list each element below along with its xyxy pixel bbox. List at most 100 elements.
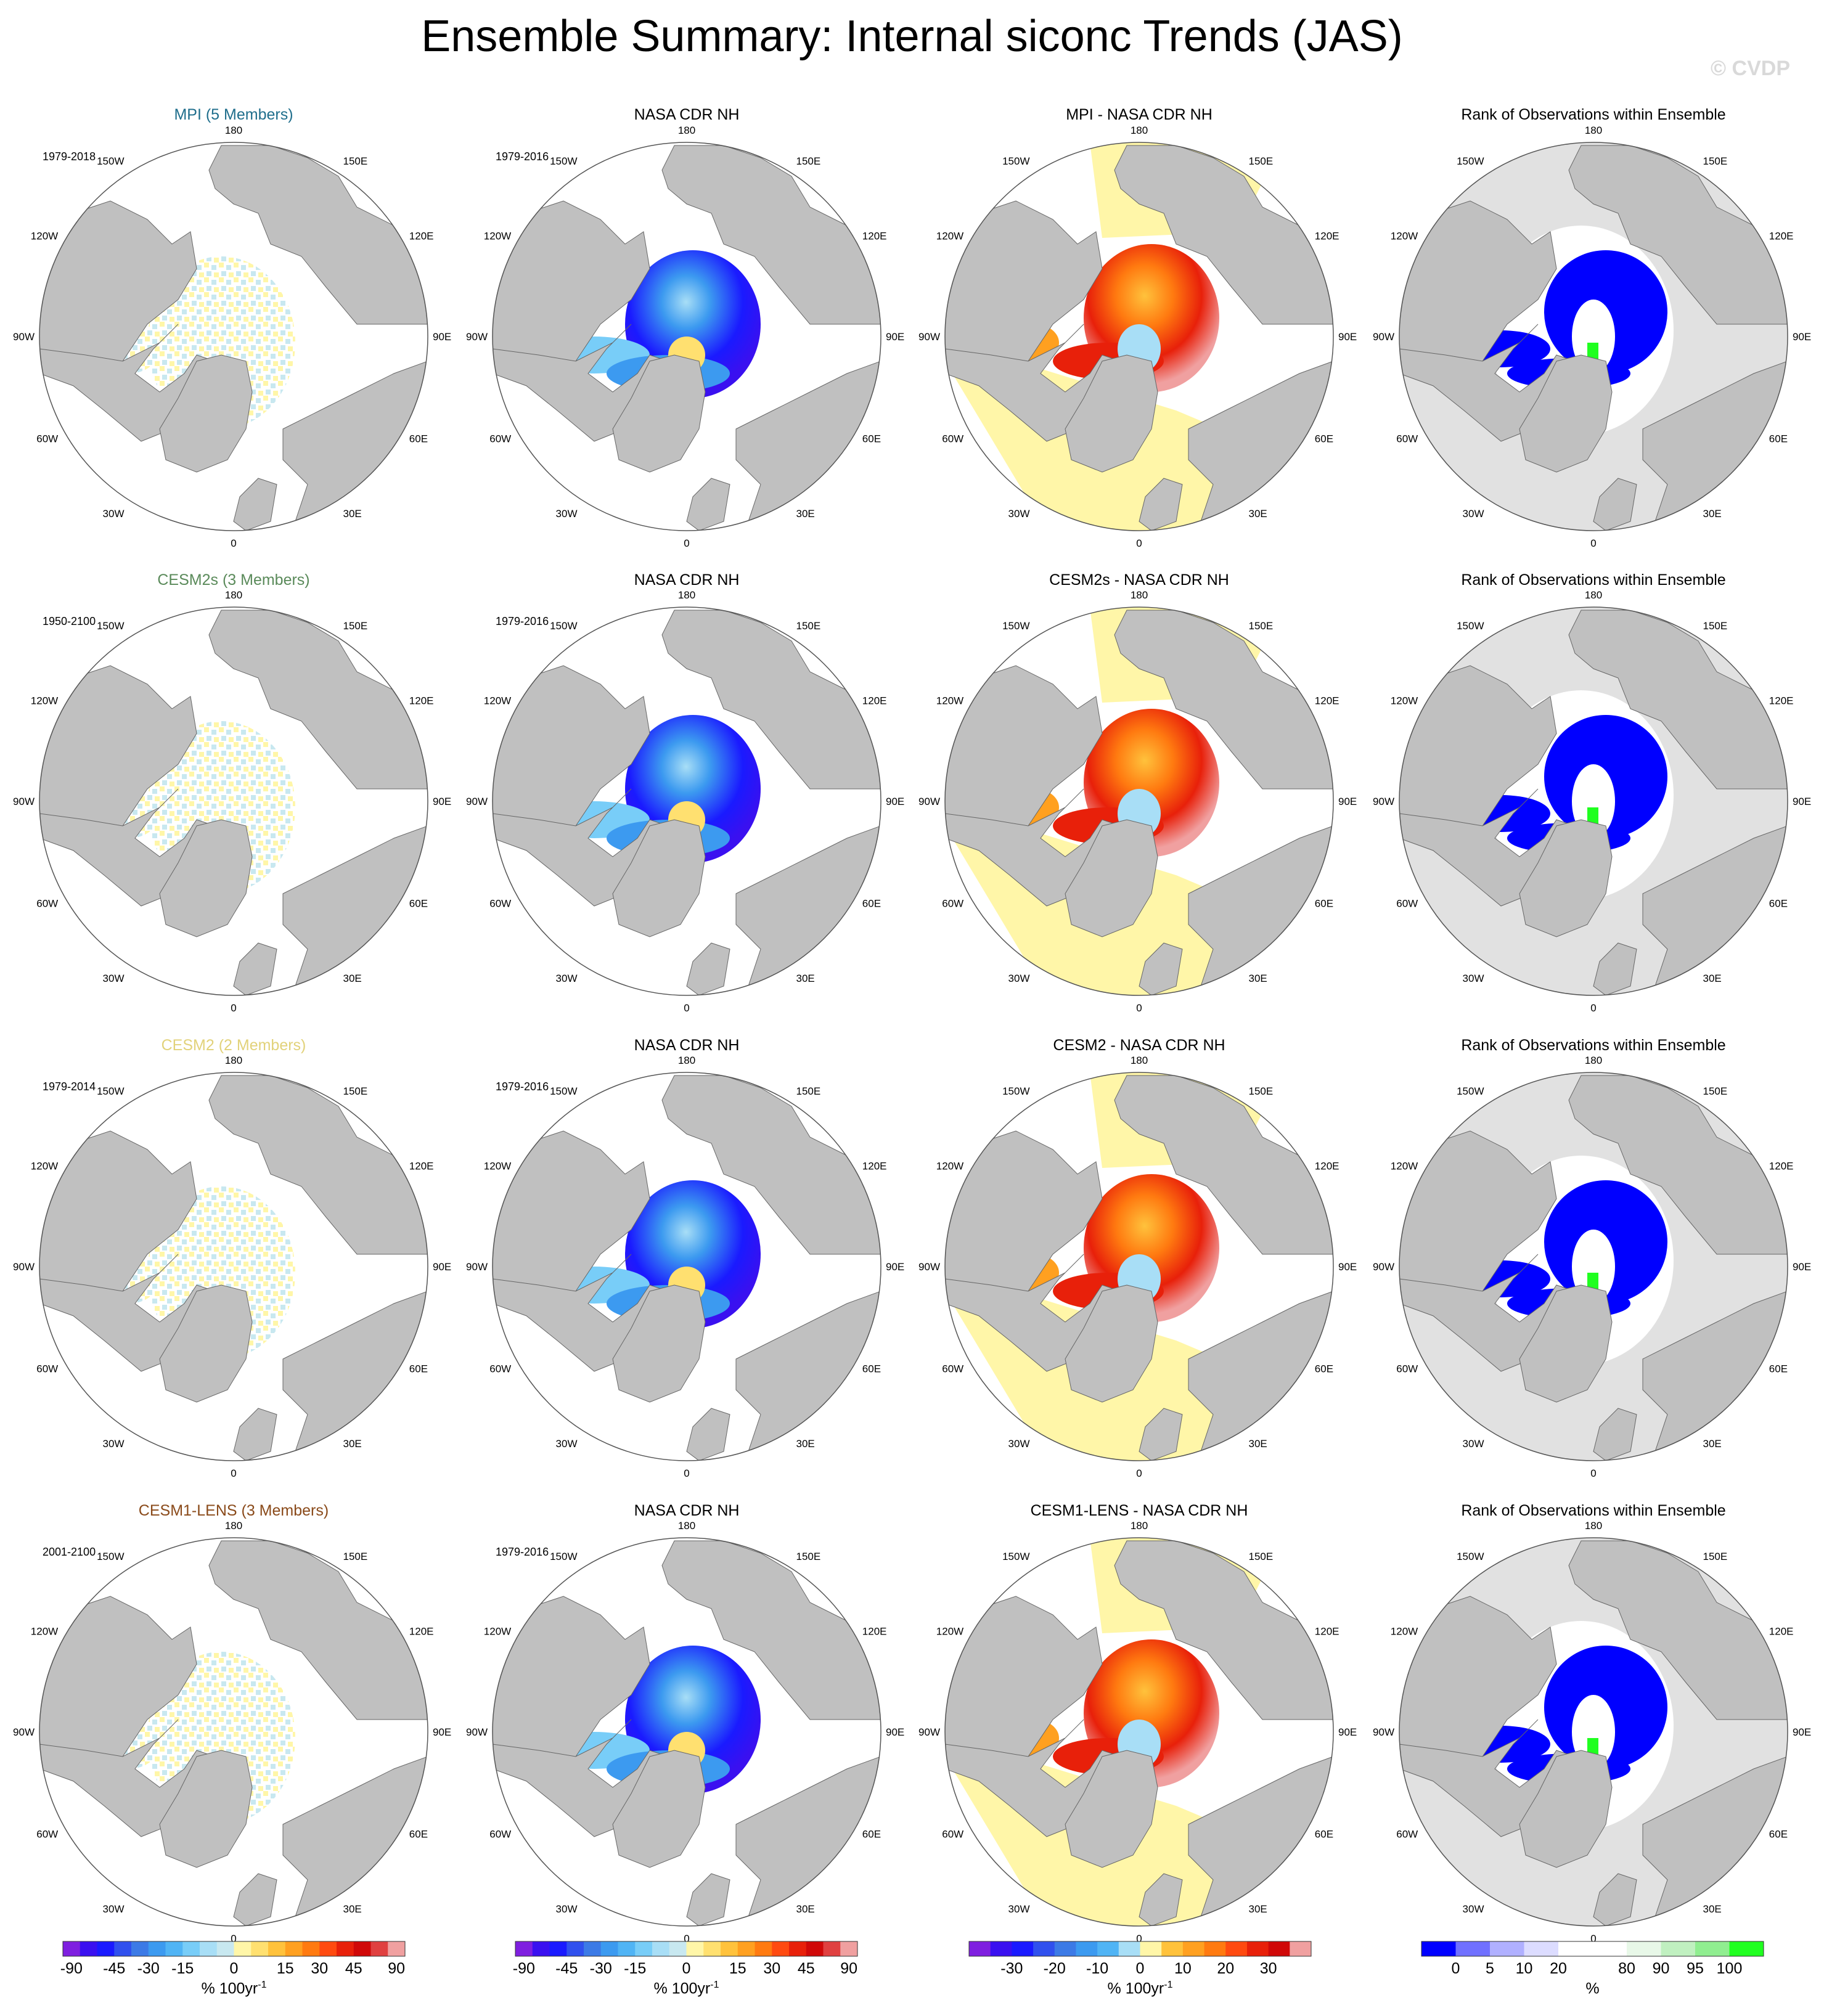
longitude-label: 180 [1131, 589, 1148, 601]
colorbar-swatch [63, 1941, 81, 1956]
longitude-label: 90W [1373, 796, 1394, 807]
longitude-label: 90E [433, 1261, 451, 1273]
colorbar-swatch [969, 1941, 991, 1956]
polar-map-model: 180 0 90W 90E 150W 150E 120W 120E 60W 60E 30W 30E [13, 589, 451, 1014]
polar-map-diff: 180 0 90W 90E 150W 150E 120W 120E 60W 60E 30W 30E [918, 124, 1357, 549]
panel-title-obs: NASA CDR NH [634, 1037, 740, 1054]
colorbar-swatch [1627, 1941, 1661, 1956]
colorbar-tick-label: -15 [624, 1960, 647, 1977]
longitude-label: 60W [1396, 433, 1418, 445]
longitude-label: 150W [1002, 155, 1029, 167]
longitude-label: 90W [918, 1261, 940, 1273]
colorbar [62, 1941, 406, 1957]
colorbar-tick-label: 0 [682, 1960, 691, 1977]
longitude-label: 90W [466, 1726, 488, 1738]
longitude-label: 30W [1008, 1438, 1030, 1450]
longitude-label: 150E [796, 1085, 821, 1097]
longitude-label: 0 [684, 1467, 689, 1479]
colorbar-tick-label: 5 [1486, 1960, 1494, 1977]
period-label: 1979-2018 [43, 150, 96, 163]
colorbar-tick-label: 95 [1687, 1960, 1704, 1977]
colorbar-tick-label: 0 [1135, 1960, 1145, 1977]
longitude-label: 150E [343, 1551, 368, 1562]
longitude-label: 90E [433, 331, 451, 343]
longitude-label: 90W [1373, 1726, 1394, 1738]
longitude-label: 180 [678, 589, 695, 601]
colorbar-swatch [755, 1941, 772, 1956]
longitude-label: 0 [1590, 537, 1596, 549]
longitude-label: 0 [684, 537, 689, 549]
longitude-label: 180 [1131, 1520, 1148, 1532]
longitude-label: 60W [489, 433, 511, 445]
longitude-label: 90E [1338, 331, 1357, 343]
longitude-label: 120W [1391, 1626, 1418, 1638]
longitude-label: 120W [31, 1626, 58, 1638]
longitude-label: 30E [796, 973, 815, 984]
longitude-label: 30W [1008, 508, 1030, 520]
polar-map-obs: 180 0 90W 90E 150W 150E 120W 120E 60W 60E 30W 30E [466, 1520, 904, 1945]
panel-title-diff: MPI - NASA CDR NH [1066, 106, 1213, 123]
longitude-label: 60E [1769, 1363, 1788, 1375]
colorbar-swatch [216, 1941, 234, 1956]
longitude-label: 120W [484, 1626, 511, 1638]
longitude-label: 0 [231, 1002, 236, 1014]
colorbar-swatch [302, 1941, 320, 1956]
colorbar-swatch [182, 1941, 200, 1956]
longitude-label: 180 [225, 1520, 242, 1532]
longitude-label: 120E [1315, 1626, 1339, 1638]
longitude-label: 30E [1249, 1438, 1267, 1450]
longitude-label: 120W [1391, 1161, 1418, 1172]
longitude-label: 180 [225, 589, 242, 601]
colorbar-units-exponent: -1 [710, 1980, 719, 1990]
period-label: 1979-2014 [43, 1080, 96, 1093]
panel-title-model: CESM1-LENS (3 Members) [138, 1502, 329, 1519]
colorbar-swatch [131, 1941, 149, 1956]
colorbar-swatch [148, 1941, 166, 1956]
colorbar-swatch [268, 1941, 286, 1956]
longitude-label: 0 [1136, 537, 1142, 549]
colorbar-swatch [566, 1941, 584, 1956]
polar-map-obs: 180 0 90W 90E 150W 150E 120W 120E 60W 60E 30W 30E [466, 124, 904, 549]
colorbar-swatch [200, 1941, 218, 1956]
longitude-label: 150E [796, 1551, 821, 1562]
longitude-label: 90E [886, 331, 904, 343]
panel-title-rank: Rank of Observations within Ensemble [1461, 571, 1726, 589]
colorbar-swatch [1421, 1941, 1456, 1956]
longitude-label: 60E [409, 1829, 428, 1840]
longitude-label: 150W [1457, 1551, 1484, 1562]
longitude-label: 30E [796, 1438, 815, 1450]
longitude-label: 30E [1703, 1903, 1722, 1915]
colorbar-swatch [806, 1941, 824, 1956]
colorbar-tick-label: 10 [1515, 1960, 1533, 1977]
polar-map-obs: 180 0 90W 90E 150W 150E 120W 120E 60W 60E 30W 30E [466, 589, 904, 1014]
longitude-label: 60E [409, 898, 428, 910]
longitude-label: 30E [1249, 973, 1267, 984]
longitude-label: 150W [1457, 155, 1484, 167]
panel-title-obs: NASA CDR NH [634, 106, 740, 123]
panel-title-model: MPI (5 Members) [174, 106, 293, 123]
colorbar-units-text: % 100yr [201, 1980, 258, 1998]
colorbar-tick-label: 0 [1451, 1960, 1460, 1977]
longitude-label: 60E [1769, 433, 1788, 445]
colorbar-swatch [635, 1941, 653, 1956]
longitude-label: 150W [97, 620, 124, 632]
longitude-label: 90E [1793, 1261, 1811, 1273]
colorbar-swatch [1076, 1941, 1098, 1956]
colorbar-swatch [515, 1941, 533, 1956]
longitude-label: 30E [343, 1903, 362, 1915]
panel-title-diff: CESM1-LENS - NASA CDR NH [1030, 1502, 1248, 1519]
longitude-label: 30E [343, 1438, 362, 1450]
colorbar-units-text: % 100yr [1107, 1980, 1164, 1998]
colorbar-tick-label: -45 [555, 1960, 578, 1977]
longitude-label: 180 [1585, 124, 1602, 136]
colorbar-swatch [97, 1941, 115, 1956]
longitude-label: 150E [796, 155, 821, 167]
longitude-label: 120E [409, 1626, 434, 1638]
panel-title-rank: Rank of Observations within Ensemble [1461, 1037, 1726, 1054]
longitude-label: 150E [1249, 620, 1274, 632]
panel-title-model: CESM2s (3 Members) [157, 571, 310, 589]
colorbar-swatch [737, 1941, 755, 1956]
longitude-label: 150W [1457, 1085, 1484, 1097]
longitude-label: 120E [1769, 1161, 1794, 1172]
